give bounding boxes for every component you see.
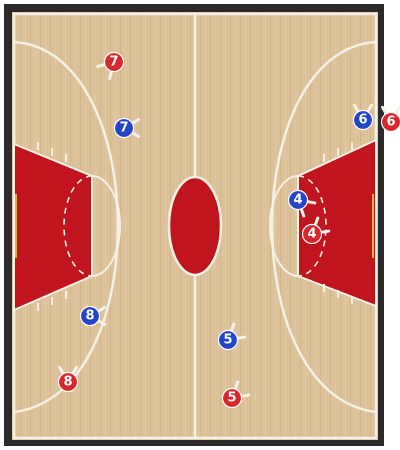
player-circle <box>79 305 101 327</box>
player-token-blue-8[interactable]: 8 <box>79 305 107 327</box>
player-token-red-4[interactable]: 4 <box>301 216 331 245</box>
player-circle <box>113 117 135 139</box>
player-circle <box>217 329 239 351</box>
players-layer: 7 7 8 8 5 5 4 4 6 6 <box>57 51 400 409</box>
player-token-blue-6[interactable]: 6 <box>352 103 374 131</box>
right-three-point-line <box>270 40 377 414</box>
player-number: 6 <box>386 115 395 130</box>
left-free-throw-arc-dashed <box>63 175 93 277</box>
player-token-blue-5[interactable]: 5 <box>217 322 247 351</box>
player-number: 7 <box>109 55 118 70</box>
player-circle <box>57 371 79 393</box>
player-circle <box>287 189 309 211</box>
right-free-throw-arc-dashed <box>297 175 327 277</box>
player-token-red-5[interactable]: 5 <box>221 380 251 409</box>
player-number: 4 <box>307 227 316 242</box>
player-number: 7 <box>119 121 128 136</box>
left-free-throw-arc <box>91 175 121 277</box>
player-token-red-8[interactable]: 8 <box>57 365 79 393</box>
player-number: 8 <box>85 309 94 324</box>
player-circle <box>352 109 374 131</box>
right-lane-marks <box>323 142 353 304</box>
player-token-red-6[interactable]: 6 <box>380 105 400 133</box>
center-circle <box>167 175 223 277</box>
player-circle <box>103 51 125 73</box>
player-number: 5 <box>227 391 236 406</box>
player-number: 5 <box>223 333 232 348</box>
player-circle <box>221 387 243 409</box>
player-token-red-7[interactable]: 7 <box>96 51 125 80</box>
player-number: 8 <box>63 375 72 390</box>
left-lane-marks <box>37 142 67 311</box>
player-circle <box>380 111 400 133</box>
player-circle <box>301 223 323 245</box>
player-number: 6 <box>358 113 367 128</box>
player-number: 4 <box>293 193 302 208</box>
right-free-throw-arc <box>269 175 299 277</box>
player-token-blue-7[interactable]: 7 <box>113 117 141 139</box>
player-token-blue-4[interactable]: 4 <box>287 189 317 218</box>
